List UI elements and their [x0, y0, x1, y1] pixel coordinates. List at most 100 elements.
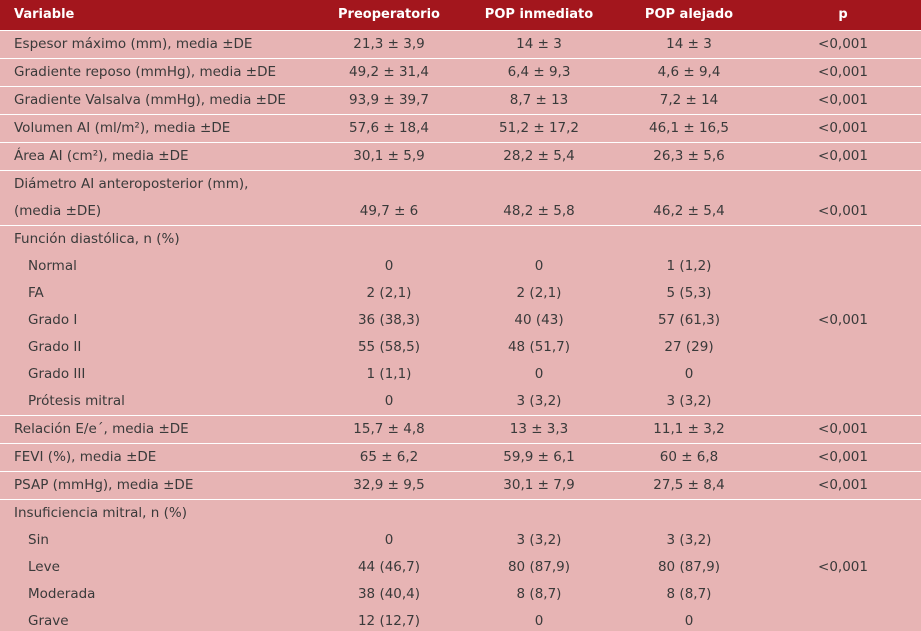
cell: 57 (61,3) — [657, 312, 721, 328]
table-row: Área AI (cm²), media ±DE 30,1 ± 5,9 28,2 ±… — [0, 143, 921, 170]
cell: 8 (8,7) — [516, 586, 562, 602]
cell: 57,6 ± 18,4 — [348, 120, 430, 136]
cell: 2 (2,1) — [366, 285, 412, 301]
cell: 8,7 ± 13 — [509, 92, 569, 108]
cell: 48 (51,7) — [507, 339, 571, 355]
sub-label: Moderada — [28, 586, 96, 602]
cell: 30,1 ± 7,9 — [503, 477, 575, 493]
cell: 40 (43) — [514, 312, 564, 328]
cell: 38 (40,4) — [357, 586, 421, 602]
cell: 51,2 ± 17,2 — [498, 120, 580, 136]
sub-label: Prótesis mitral — [28, 393, 125, 409]
cell: 13 ± 3,3 — [509, 421, 569, 437]
cell: 48,2 ± 5,8 — [503, 203, 575, 219]
row-label: (media ±DE) — [14, 203, 102, 219]
p-value: <0,001 — [818, 203, 868, 219]
cell: 32,9 ± 9,5 — [353, 477, 425, 493]
cell: 0 — [684, 366, 694, 382]
p-value: <0,001 — [818, 148, 868, 164]
cell: 26,3 ± 5,6 — [653, 148, 725, 164]
p-value: <0,001 — [818, 120, 868, 136]
sub-label: Grado II — [28, 339, 82, 355]
cell: 80 (87,9) — [657, 559, 721, 575]
cell: 49,7 ± 6 — [359, 203, 419, 219]
table-row: FEVI (%), media ±DE 65 ± 6,2 59,9 ± 6,1 60 … — [0, 444, 921, 471]
table-row: PSAP (mmHg), media ±DE 32,9 ± 9,5 30,1 ± 7… — [0, 472, 921, 499]
cell: 60 ± 6,8 — [659, 449, 719, 465]
cell: 80 (87,9) — [507, 559, 571, 575]
cell: 27,5 ± 8,4 — [653, 477, 725, 493]
table-row: Gradiente Valsalva (mmHg), media ±DE 93,9… — [0, 87, 921, 114]
table-row: Espesor máximo (mm), media ±DE 21,3 ± 3,9… — [0, 31, 921, 58]
cell: 46,2 ± 5,4 — [653, 203, 725, 219]
sub-label: Leve — [28, 559, 60, 575]
row-label: Gradiente reposo (mmHg), media ±DE — [14, 64, 277, 80]
row-label: Volumen AI (ml/m²), media ±DE — [14, 120, 231, 136]
cell: 30,1 ± 5,9 — [353, 148, 425, 164]
cell: 6,4 ± 9,3 — [507, 64, 571, 80]
cell: 3 (3,2) — [516, 393, 562, 409]
table-row: Volumen AI (ml/m²), media ±DE 57,6 ± 18,4… — [0, 115, 921, 142]
row-label: PSAP (mmHg), media ±DE — [14, 477, 194, 493]
p-value: <0,001 — [818, 477, 868, 493]
cell: 0 — [684, 613, 694, 629]
cell: 1 (1,2) — [666, 258, 712, 274]
row-label: Relación E/e´, media ±DE — [14, 421, 189, 437]
cell: 0 — [384, 393, 394, 409]
table-row: Relación E/e´, media ±DE 15,7 ± 4,8 13 ± 3… — [0, 416, 921, 443]
cell: 3 (3,2) — [516, 532, 562, 548]
cell: 5 (5,3) — [666, 285, 712, 301]
cell: 0 — [384, 532, 394, 548]
cell: 55 (58,5) — [357, 339, 421, 355]
cell: 21,3 ± 3,9 — [353, 36, 425, 52]
p-value: <0,001 — [818, 92, 868, 108]
header-cell: p — [838, 7, 848, 22]
table-row: Diámetro AI anteroposterior (mm), (media … — [0, 171, 921, 225]
row-label: Insuficiencia mitral, n (%) — [14, 505, 187, 521]
cell: 11,1 ± 3,2 — [653, 421, 725, 437]
cell: 8 (8,7) — [666, 586, 712, 602]
cell: 49,2 ± 31,4 — [348, 64, 430, 80]
cell: 27 (29) — [664, 339, 714, 355]
cell: 46,1 ± 16,5 — [648, 120, 730, 136]
sub-label: Grave — [28, 613, 69, 629]
sub-label: Grado I — [28, 312, 78, 328]
cell: 7,2 ± 14 — [659, 92, 719, 108]
row-label: Área AI (cm²), media ±DE — [14, 148, 189, 164]
table-row: Insuficiencia mitral, n (%) Sin 0 3 (3,2) 3 … — [0, 500, 921, 631]
p-value: <0,001 — [818, 36, 868, 52]
p-value: <0,001 — [818, 64, 868, 80]
cell: 4,6 ± 9,4 — [657, 64, 721, 80]
header-row: Variable Preoperatorio POP inmediato POP al… — [0, 0, 921, 30]
header-cell: Preoperatorio — [338, 7, 440, 22]
table-row: Función diastólica, n (%) Normal 0 0 1 (1,2)… — [0, 226, 921, 415]
row-label: Diámetro AI anteroposterior (mm), — [14, 176, 249, 192]
cell: 3 (3,2) — [666, 532, 712, 548]
cell: 1 (1,1) — [366, 366, 412, 382]
p-value: <0,001 — [818, 312, 868, 328]
header-cell: POP alejado — [644, 7, 734, 22]
cell: 0 — [534, 258, 544, 274]
p-value: <0,001 — [818, 421, 868, 437]
cell: 12 (12,7) — [357, 613, 421, 629]
cell: 0 — [534, 613, 544, 629]
sub-label: FA — [28, 285, 44, 301]
cell: 2 (2,1) — [516, 285, 562, 301]
sub-label: Normal — [28, 258, 77, 274]
table-row: Gradiente reposo (mmHg), media ±DE 49,2 ±… — [0, 59, 921, 86]
cell: 0 — [384, 258, 394, 274]
header-cell: POP inmediato — [484, 7, 594, 22]
sub-label: Grado III — [28, 366, 86, 382]
cell: 36 (38,3) — [357, 312, 421, 328]
row-label: FEVI (%), media ±DE — [14, 449, 157, 465]
sub-label: Sin — [28, 532, 49, 548]
cell: 59,9 ± 6,1 — [503, 449, 575, 465]
cell: 3 (3,2) — [666, 393, 712, 409]
row-label: Gradiente Valsalva (mmHg), media ±DE — [14, 92, 286, 108]
cell: 15,7 ± 4,8 — [353, 421, 425, 437]
row-label: Función diastólica, n (%) — [14, 231, 180, 247]
cell: 44 (46,7) — [357, 559, 421, 575]
row-label: Espesor máximo (mm), media ±DE — [14, 36, 253, 52]
p-value: <0,001 — [818, 449, 868, 465]
